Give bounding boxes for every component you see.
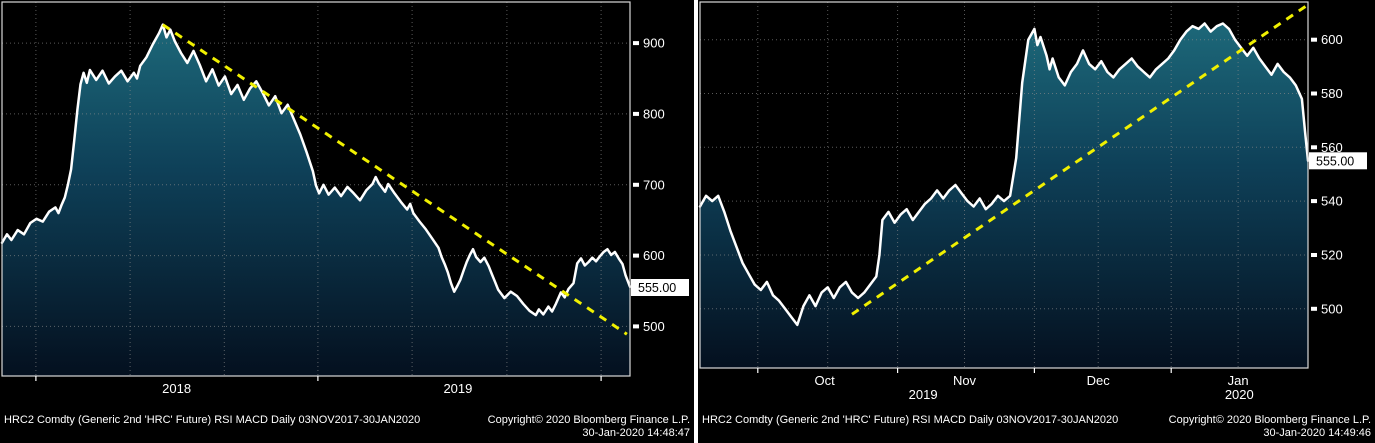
panel-divider xyxy=(694,0,698,443)
last-price-label: 555.00 xyxy=(631,279,689,296)
chart-panel-left: 500 600 700 800 900 555.00 2018 2019 HRC2 Comdt… xyxy=(0,0,694,443)
security-description: HRC2 Comdty (Generic 2nd 'HRC' Future) R… xyxy=(702,414,1119,426)
x-tick-label: Nov xyxy=(953,373,977,388)
y-tick-mark xyxy=(1311,253,1317,257)
y-tick-label: 700 xyxy=(643,177,665,192)
y-tick-label: 600 xyxy=(1321,32,1343,47)
chart-footer-right: HRC2 Comdty (Generic 2nd 'HRC' Future) R… xyxy=(702,414,1371,440)
y-tick-mark xyxy=(633,324,639,329)
x-tick-label: 2018 xyxy=(162,381,191,396)
y-tick-label: 540 xyxy=(1321,194,1343,209)
price-line xyxy=(698,22,1310,327)
y-tick-mark xyxy=(1311,199,1317,204)
y-tick-label: 600 xyxy=(643,248,665,263)
timestamp-text: 30-Jan-2020 14:48:47 xyxy=(582,427,690,439)
y-tick-mark xyxy=(633,182,639,187)
copyright-text: Copyright© 2020 Bloomberg Finance L.P. xyxy=(487,414,690,426)
y-tick-label: 580 xyxy=(1321,86,1343,101)
y-tick-mark xyxy=(633,253,639,258)
x-axis-labels: Oct Nov Dec Jan 2019 2020 xyxy=(757,368,1254,402)
price-chart-right[interactable]: 500 520 540 560 580 600 555.00 Oct Nov Dec Jan 2019… xyxy=(698,0,1375,443)
x-year-label: 2019 xyxy=(909,387,938,402)
y-tick-mark xyxy=(1311,145,1317,150)
y-tick-label: 900 xyxy=(643,36,665,51)
plot-border xyxy=(699,1,1309,369)
y-tick-mark xyxy=(1311,91,1317,96)
last-price-label: 555.00 xyxy=(1309,152,1367,170)
x-year-label: 2020 xyxy=(1225,387,1254,402)
area-fill xyxy=(2,24,630,376)
x-tick-label: Dec xyxy=(1087,373,1111,388)
last-price-box xyxy=(631,279,689,296)
trend-line xyxy=(851,3,1309,316)
timestamp-text: 30-Jan-2020 14:49:46 xyxy=(1263,427,1371,439)
x-axis-labels: 2018 2019 xyxy=(35,376,602,396)
y-tick-mark xyxy=(633,41,639,46)
y-axis-labels: 500 520 540 560 580 600 xyxy=(1311,32,1343,316)
chart-panel-right: 500 520 540 560 580 600 555.00 Oct Nov Dec Jan 2019… xyxy=(698,0,1375,443)
x-tick-label: Jan xyxy=(1228,373,1249,388)
y-tick-label: 800 xyxy=(643,106,665,121)
y-tick-label: 560 xyxy=(1321,140,1343,155)
trend-line xyxy=(161,23,628,336)
copyright-text: Copyright© 2020 Bloomberg Finance L.P. xyxy=(1168,414,1371,426)
price-line xyxy=(0,23,632,317)
security-description: HRC2 Comdty (Generic 2nd 'HRC' Future) R… xyxy=(4,414,421,426)
y-tick-label: 520 xyxy=(1321,248,1343,263)
y-axis-labels: 500 600 700 800 900 xyxy=(633,36,665,334)
last-price-text: 555.00 xyxy=(638,281,676,295)
y-tick-mark xyxy=(1311,37,1317,42)
last-price-box xyxy=(1309,152,1367,170)
chart-footer-left: HRC2 Comdty (Generic 2nd 'HRC' Future) R… xyxy=(4,414,690,440)
gridlines xyxy=(700,2,1308,368)
price-chart-left[interactable]: 500 600 700 800 900 555.00 2018 2019 xyxy=(0,0,694,443)
y-tick-label: 500 xyxy=(643,319,665,334)
x-tick-label: Oct xyxy=(814,373,835,388)
y-tick-mark xyxy=(633,111,639,116)
x-tick-label: 2019 xyxy=(443,381,472,396)
plot-border xyxy=(1,1,631,377)
y-tick-mark xyxy=(1311,306,1317,311)
last-price-text: 555.00 xyxy=(1316,154,1354,168)
gridlines xyxy=(2,2,630,376)
y-tick-label: 500 xyxy=(1321,301,1343,316)
